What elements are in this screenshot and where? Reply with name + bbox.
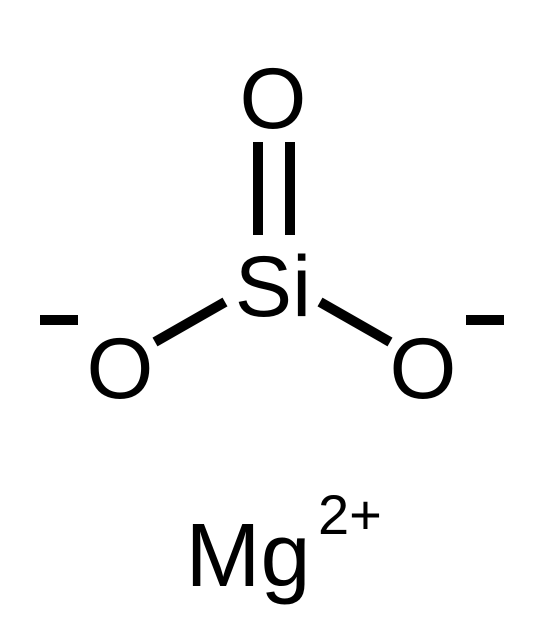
cation-mg-charge: 2+ bbox=[318, 483, 382, 546]
atom-o-left: O bbox=[87, 321, 154, 417]
atom-si: Si bbox=[235, 239, 311, 335]
bond-si-o-left bbox=[155, 302, 225, 342]
cation-mg: Mg bbox=[185, 506, 310, 606]
atom-o-right: O bbox=[390, 321, 457, 417]
atom-o-top: O bbox=[240, 51, 307, 147]
chemical-structure-diagram: O Si O O Mg 2+ bbox=[0, 0, 546, 640]
bond-si-o-right bbox=[320, 302, 390, 342]
